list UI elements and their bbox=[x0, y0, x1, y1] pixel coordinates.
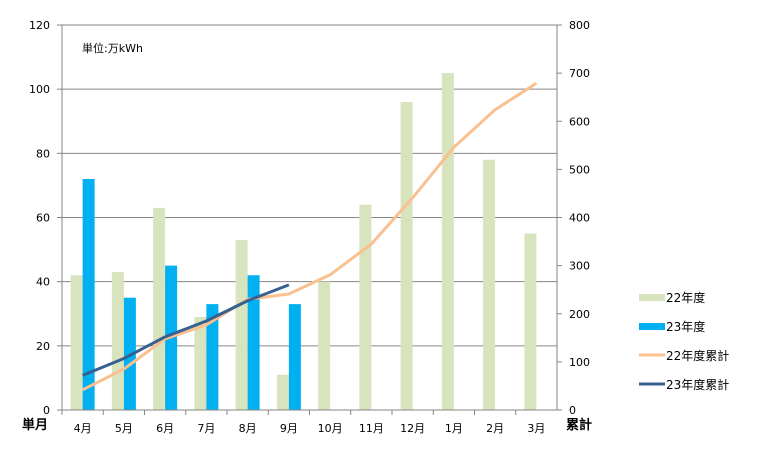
x-tick-label: 11月 bbox=[359, 422, 384, 435]
bar-22年度-9月 bbox=[276, 374, 289, 410]
legend-label: 22年度累計 bbox=[666, 348, 729, 363]
right-tick-label: 600 bbox=[569, 115, 590, 128]
gridlines bbox=[62, 24, 557, 347]
legend: 22年度 23年度 22年度累計 23年度累計 bbox=[639, 290, 729, 392]
right-tick-label: 700 bbox=[569, 67, 590, 80]
x-tick-label: 2月 bbox=[486, 422, 504, 435]
legend-swatch bbox=[639, 323, 665, 330]
bar-22年度-10月 bbox=[318, 281, 331, 410]
x-tick-label: 3月 bbox=[527, 422, 545, 435]
bar-22年度-7月 bbox=[194, 316, 207, 410]
bar-23年度-4月 bbox=[82, 179, 95, 410]
bar-22年度-3月 bbox=[524, 233, 537, 410]
line-23年度累計 bbox=[82, 283, 290, 377]
legend-label: 23年度 bbox=[666, 319, 705, 334]
x-tick-label: 5月 bbox=[115, 422, 133, 435]
unit-note: 単位:万kWh bbox=[82, 41, 143, 55]
bar-22年度-1月 bbox=[441, 73, 454, 410]
left-tick-label: 60 bbox=[36, 212, 50, 225]
bar-22年度-12月 bbox=[400, 102, 413, 410]
x-tick-label: 1月 bbox=[445, 422, 463, 435]
left-tick-label: 80 bbox=[36, 147, 50, 160]
lines bbox=[81, 81, 538, 392]
left-tick-label: 20 bbox=[36, 340, 50, 353]
bar-22年度-6月 bbox=[153, 207, 166, 410]
bar-22年度-2月 bbox=[483, 159, 496, 410]
left-tick-label: 100 bbox=[29, 83, 50, 96]
right-axis-label: 累計 bbox=[566, 417, 592, 433]
bar-23年度-9月 bbox=[288, 304, 301, 410]
bar-22年度-5月 bbox=[111, 272, 124, 410]
bar-23年度-8月 bbox=[247, 275, 260, 410]
left-tick-label: 40 bbox=[36, 276, 50, 289]
right-tick-label: 400 bbox=[569, 212, 590, 225]
legend-label: 22年度 bbox=[666, 290, 705, 305]
right-tick-label: 0 bbox=[569, 404, 576, 417]
axes: 0 20 40 60 80 100 120 0 100 200 300 400 500 600 700 800… bbox=[29, 19, 590, 435]
x-tick-label: 9月 bbox=[280, 422, 298, 435]
bar-22年度-11月 bbox=[359, 204, 372, 410]
left-tick-label: 0 bbox=[43, 404, 50, 417]
right-tick-label: 100 bbox=[569, 356, 590, 369]
right-tick-label: 300 bbox=[569, 260, 590, 273]
line-22年度累計 bbox=[81, 81, 538, 392]
x-tick-label: 4月 bbox=[74, 422, 92, 435]
x-tick-label: 8月 bbox=[239, 422, 257, 435]
right-tick-label: 200 bbox=[569, 308, 590, 321]
right-tick-label: 800 bbox=[569, 19, 590, 32]
legend-label: 23年度累計 bbox=[666, 377, 729, 392]
left-tick-label: 120 bbox=[29, 19, 50, 32]
bar-22年度-4月 bbox=[70, 275, 83, 410]
x-tick-label: 12月 bbox=[400, 422, 425, 435]
x-tick-label: 7月 bbox=[197, 422, 215, 435]
bar-22年度-8月 bbox=[235, 239, 248, 410]
x-tick-label: 6月 bbox=[156, 422, 174, 435]
right-tick-label: 500 bbox=[569, 163, 590, 176]
left-axis-label: 単月 bbox=[22, 417, 48, 433]
x-tick-label: 10月 bbox=[318, 422, 343, 435]
bars bbox=[70, 73, 537, 410]
legend-swatch bbox=[639, 294, 665, 301]
bar-23年度-7月 bbox=[206, 304, 219, 410]
